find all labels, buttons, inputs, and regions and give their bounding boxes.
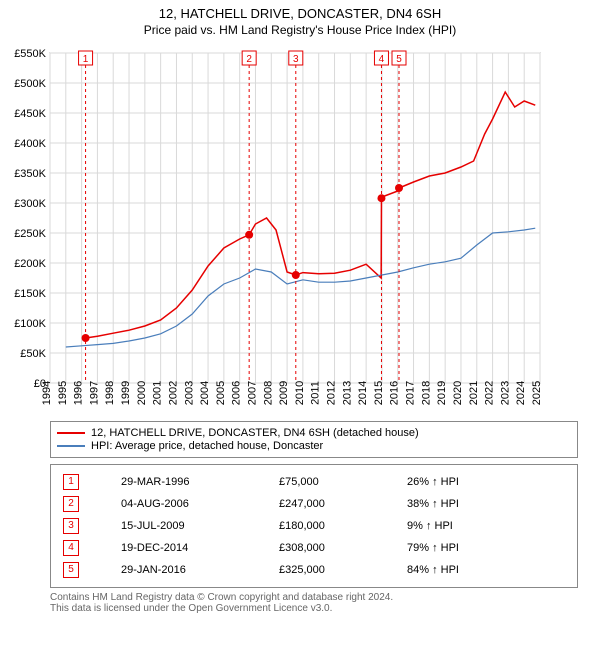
sale-price: £180,000	[275, 515, 403, 537]
xtick-label: 2013	[341, 381, 353, 405]
xtick-label: 2011	[310, 381, 322, 405]
legend-row: HPI: Average price, detached house, Donc…	[57, 440, 571, 452]
xtick-label: 2005	[215, 381, 227, 405]
xtick-label: 2024	[515, 381, 527, 405]
xtick-label: 1996	[73, 381, 85, 405]
ytick-label: £500K	[14, 78, 46, 90]
chart-container: 12, HATCHELL DRIVE, DONCASTER, DN4 6SH P…	[0, 6, 600, 656]
sale-pct: 38% ↑ HPI	[403, 493, 569, 515]
xtick-label: 1998	[104, 381, 116, 405]
sale-price: £247,000	[275, 493, 403, 515]
table-row: 3 15-JUL-2009£180,0009% ↑ HPI	[59, 515, 569, 537]
table-row: 2 04-AUG-2006£247,00038% ↑ HPI	[59, 493, 569, 515]
sale-dot	[82, 334, 90, 342]
legend-label: 12, HATCHELL DRIVE, DONCASTER, DN4 6SH (…	[91, 427, 419, 439]
sale-price: £75,000	[275, 471, 403, 493]
table-row: 1 29-MAR-1996£75,00026% ↑ HPI	[59, 471, 569, 493]
xtick-label: 2016	[389, 381, 401, 405]
sale-pct: 84% ↑ HPI	[403, 559, 569, 581]
xtick-label: 2022	[484, 381, 496, 405]
xtick-label: 2017	[405, 381, 417, 405]
ytick-label: £450K	[14, 108, 46, 120]
sale-date: 15-JUL-2009	[117, 515, 275, 537]
ytick-label: £300K	[14, 198, 46, 210]
sale-date: 19-DEC-2014	[117, 537, 275, 559]
sale-dot	[245, 231, 253, 239]
sale-box-label: 2	[246, 54, 252, 65]
legend-label: HPI: Average price, detached house, Donc…	[91, 440, 323, 452]
xtick-label: 2023	[499, 381, 511, 405]
sale-box-label: 5	[396, 54, 402, 65]
xtick-label: 2010	[294, 381, 306, 405]
xtick-label: 2014	[357, 381, 369, 405]
sale-price: £325,000	[275, 559, 403, 581]
sale-box-label: 1	[83, 54, 89, 65]
ytick-label: £50K	[20, 348, 46, 360]
sale-marker-cell: 1	[63, 474, 79, 490]
chart-area: £0£50K£100K£150K£200K£250K£300K£350K£400…	[0, 43, 600, 413]
xtick-label: 1997	[88, 381, 100, 405]
legend: 12, HATCHELL DRIVE, DONCASTER, DN4 6SH (…	[50, 421, 578, 458]
sale-marker-cell: 5	[63, 562, 79, 578]
xtick-label: 2018	[420, 381, 432, 405]
sale-date: 04-AUG-2006	[117, 493, 275, 515]
chart-subtitle: Price paid vs. HM Land Registry's House …	[0, 23, 600, 37]
footer-line1: Contains HM Land Registry data © Crown c…	[50, 592, 578, 603]
xtick-label: 2002	[167, 381, 179, 405]
sale-marker-cell: 4	[63, 540, 79, 556]
ytick-label: £150K	[14, 288, 46, 300]
sale-pct: 9% ↑ HPI	[403, 515, 569, 537]
xtick-label: 2006	[231, 381, 243, 405]
xtick-label: 2008	[262, 381, 274, 405]
ytick-label: £100K	[14, 318, 46, 330]
sale-marker-cell: 2	[63, 496, 79, 512]
xtick-label: 2021	[468, 381, 480, 405]
plot-area	[50, 53, 540, 383]
legend-swatch	[57, 432, 85, 434]
ytick-label: £550K	[14, 48, 46, 60]
xtick-label: 2001	[152, 381, 164, 405]
xtick-label: 2019	[436, 381, 448, 405]
xtick-label: 2020	[452, 381, 464, 405]
sale-price: £308,000	[275, 537, 403, 559]
footer: Contains HM Land Registry data © Crown c…	[50, 592, 578, 614]
ytick-label: £350K	[14, 168, 46, 180]
xtick-label: 2012	[326, 381, 338, 405]
sale-date: 29-JAN-2016	[117, 559, 275, 581]
sale-pct: 79% ↑ HPI	[403, 537, 569, 559]
table-row: 4 19-DEC-2014£308,00079% ↑ HPI	[59, 537, 569, 559]
chart-title: 12, HATCHELL DRIVE, DONCASTER, DN4 6SH	[0, 6, 600, 21]
xtick-label: 2009	[278, 381, 290, 405]
xtick-label: 2007	[246, 381, 258, 405]
sales-table: 1 29-MAR-1996£75,00026% ↑ HPI 2 04-AUG-2006…	[50, 464, 578, 588]
xtick-label: 2003	[183, 381, 195, 405]
sale-dot	[377, 194, 385, 202]
xtick-label: 2015	[373, 381, 385, 405]
legend-row: 12, HATCHELL DRIVE, DONCASTER, DN4 6SH (…	[57, 427, 571, 439]
sale-pct: 26% ↑ HPI	[403, 471, 569, 493]
sale-dot	[292, 271, 300, 279]
xtick-label: 2000	[136, 381, 148, 405]
xtick-label: 1995	[57, 381, 69, 405]
sale-marker-cell: 3	[63, 518, 79, 534]
sale-box-label: 4	[379, 54, 385, 65]
ytick-label: £400K	[14, 138, 46, 150]
xtick-label: 1994	[41, 381, 53, 405]
table-row: 5 29-JAN-2016£325,00084% ↑ HPI	[59, 559, 569, 581]
legend-swatch	[57, 445, 85, 447]
sale-dot	[395, 184, 403, 192]
sale-date: 29-MAR-1996	[117, 471, 275, 493]
ytick-label: £200K	[14, 258, 46, 270]
footer-line2: This data is licensed under the Open Gov…	[50, 603, 578, 614]
xtick-label: 2025	[531, 381, 543, 405]
sale-box-label: 3	[293, 54, 299, 65]
xtick-label: 2004	[199, 381, 211, 405]
chart-svg: £0£50K£100K£150K£200K£250K£300K£350K£400…	[0, 43, 560, 413]
ytick-label: £250K	[14, 228, 46, 240]
xtick-label: 1999	[120, 381, 132, 405]
